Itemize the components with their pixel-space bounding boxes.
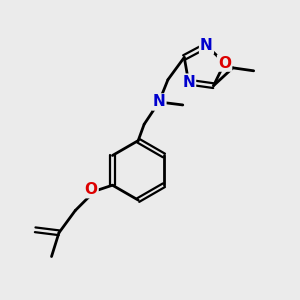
- Text: O: O: [85, 182, 98, 197]
- Text: O: O: [218, 56, 231, 70]
- Text: N: N: [182, 75, 195, 90]
- Text: N: N: [200, 38, 213, 53]
- Text: N: N: [153, 94, 165, 110]
